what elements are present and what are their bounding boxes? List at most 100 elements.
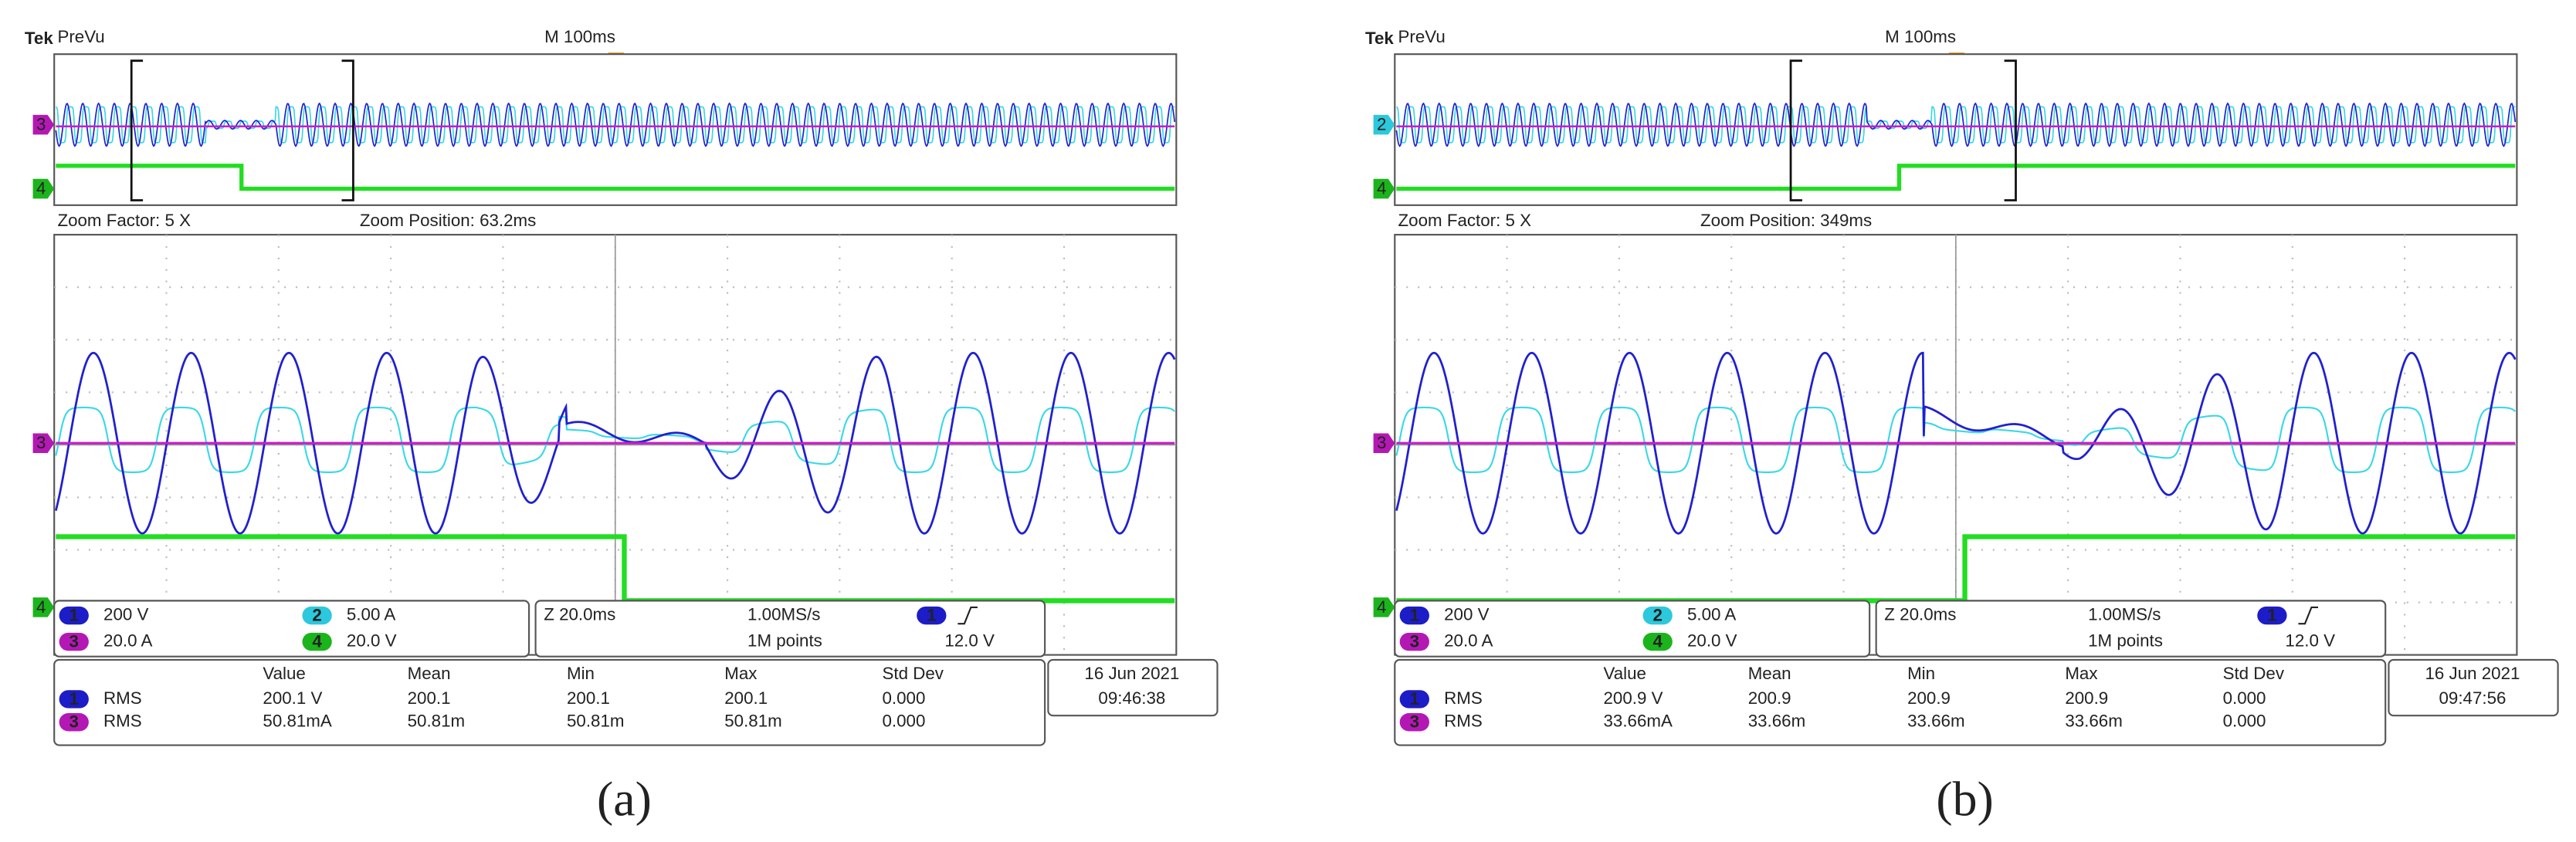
channel-scale: 20.0 A — [1444, 631, 1493, 650]
caption: (a) — [597, 772, 652, 827]
channel-badge — [1642, 632, 1673, 651]
date: 16 Jun 2021 — [2425, 664, 2520, 683]
ground-marker-number: 3 — [1377, 433, 1386, 452]
measurement-header: Mean — [408, 664, 451, 683]
zoom-position: Zoom Position: 63.2ms — [360, 211, 536, 230]
ground-marker — [32, 178, 55, 199]
sample-rate: 1.00MS/s — [747, 604, 820, 624]
channel-badge — [1399, 632, 1429, 651]
measurement-value: 33.66m — [1907, 712, 1964, 731]
channel-badge — [59, 632, 89, 651]
ground-marker-number: 3 — [36, 433, 46, 452]
measurement-value: 50.81m — [724, 712, 781, 731]
overview-digital — [1396, 164, 2516, 191]
channel-badge-number: 4 — [312, 632, 322, 651]
channel-badge-number: 1 — [1410, 605, 1419, 624]
channel-badge-number: 1 — [69, 605, 79, 624]
scope-panel: Tek PreVu M 100ms 3 4 Zoom Factor: 5 X Zoom Po… — [25, 27, 1219, 827]
measurement-value: 0.000 — [2223, 712, 2266, 731]
date-box — [1047, 658, 1219, 717]
zoom-voltage — [1395, 351, 2517, 535]
channel-badge — [59, 713, 89, 732]
channel-scale: 5.00 A — [347, 604, 395, 624]
caption: (b) — [1936, 772, 1993, 827]
channel-badge-number: 3 — [1410, 712, 1419, 732]
zoom-scale: Z 20.0ms — [544, 604, 615, 624]
measurement-value: 200.9 V — [1603, 688, 1663, 708]
channel-scale: 20.0 A — [103, 631, 152, 650]
ground-marker-number: 4 — [1377, 597, 1386, 617]
measurement-box — [53, 658, 1046, 746]
channel-scale: 200 V — [103, 604, 148, 624]
zoom-factor: Zoom Factor: 5 X — [57, 211, 191, 230]
measurement-header: Min — [567, 664, 595, 683]
measurement-value: 0.000 — [882, 712, 925, 731]
timebase: M 100ms — [544, 27, 615, 46]
zoom-scale: Z 20.0ms — [1884, 604, 1956, 624]
trigger-level: 12.0 V — [2285, 631, 2335, 650]
record-length: 1M points — [747, 631, 822, 650]
channel-badge — [1399, 690, 1429, 708]
scope-panel: Tek PreVu M 100ms 2 4 Zoom Factor: 5 X Zoom Po… — [1365, 27, 2559, 827]
measurement-header: Mean — [1748, 664, 1791, 683]
channel-badge-number: 3 — [1410, 632, 1419, 651]
channel-badge — [59, 690, 89, 708]
channel-badge-number: 2 — [1652, 605, 1662, 624]
sample-rate: 1.00MS/s — [2088, 604, 2161, 624]
ground-marker-number: 3 — [36, 115, 46, 134]
measurement-value: 200.1 — [724, 688, 768, 708]
channel-box — [53, 600, 530, 658]
measurement-value: 200.1 V — [263, 688, 322, 708]
zoom-bracket — [130, 59, 354, 201]
trigger-level: 12.0 V — [944, 631, 995, 650]
channel-scale: 5.00 A — [1687, 604, 1736, 624]
timebase: M 100ms — [1885, 27, 1956, 46]
ground-marker — [1373, 114, 1395, 135]
channel-scale: 20.0 V — [347, 631, 397, 650]
channel-badge — [917, 606, 947, 625]
mode: PreVu — [57, 27, 104, 46]
zoom-bracket — [1789, 59, 2017, 201]
trigger-slope — [2298, 606, 2318, 625]
measurement-box — [1394, 658, 2387, 746]
measurement-header: Std Dev — [882, 664, 944, 683]
overview-frame — [53, 53, 1178, 206]
channel-badge-number: 3 — [69, 632, 79, 651]
measurement-label: RMS — [103, 688, 142, 708]
measurement-value: 33.66m — [2065, 712, 2122, 731]
brand: Tek — [1365, 29, 1394, 48]
zoom-factor: Zoom Factor: 5 X — [1398, 211, 1532, 230]
channel-badge — [1642, 606, 1673, 625]
channel-box — [1394, 600, 1871, 658]
channel-badge-number: 1 — [927, 605, 936, 624]
ground-marker-number: 4 — [1377, 179, 1386, 198]
measurement-label: RMS — [103, 712, 142, 731]
overview-frame — [1394, 53, 2518, 206]
brand: Tek — [25, 29, 53, 48]
measurement-label: RMS — [1444, 688, 1483, 708]
ground-marker — [1373, 597, 1395, 617]
measurement-value: 50.81m — [408, 712, 465, 731]
channel-badge — [302, 632, 332, 651]
measurement-value: 200.1 — [567, 688, 610, 708]
channel-badge-number: 1 — [2267, 605, 2276, 624]
channel-badge — [1399, 606, 1429, 625]
time: 09:46:38 — [1098, 688, 1165, 708]
measurement-label: RMS — [1444, 712, 1483, 731]
mode: PreVu — [1398, 27, 1446, 46]
trigger-slope — [958, 606, 978, 625]
channel-badge-number: 1 — [69, 689, 79, 708]
channel-badge — [1399, 713, 1429, 732]
measurement-header: Max — [724, 664, 757, 683]
ground-marker-number: 4 — [36, 179, 46, 198]
ground-marker-number: 2 — [1377, 115, 1386, 134]
ground-marker — [1373, 433, 1395, 453]
overview-voltage — [55, 102, 1176, 147]
ground-marker — [32, 114, 55, 135]
channel-badge-number: 2 — [312, 605, 321, 624]
measurement-header: Value — [1603, 664, 1646, 683]
zoom-position: Zoom Position: 349ms — [1700, 211, 1872, 230]
record-length: 1M points — [2088, 631, 2163, 650]
